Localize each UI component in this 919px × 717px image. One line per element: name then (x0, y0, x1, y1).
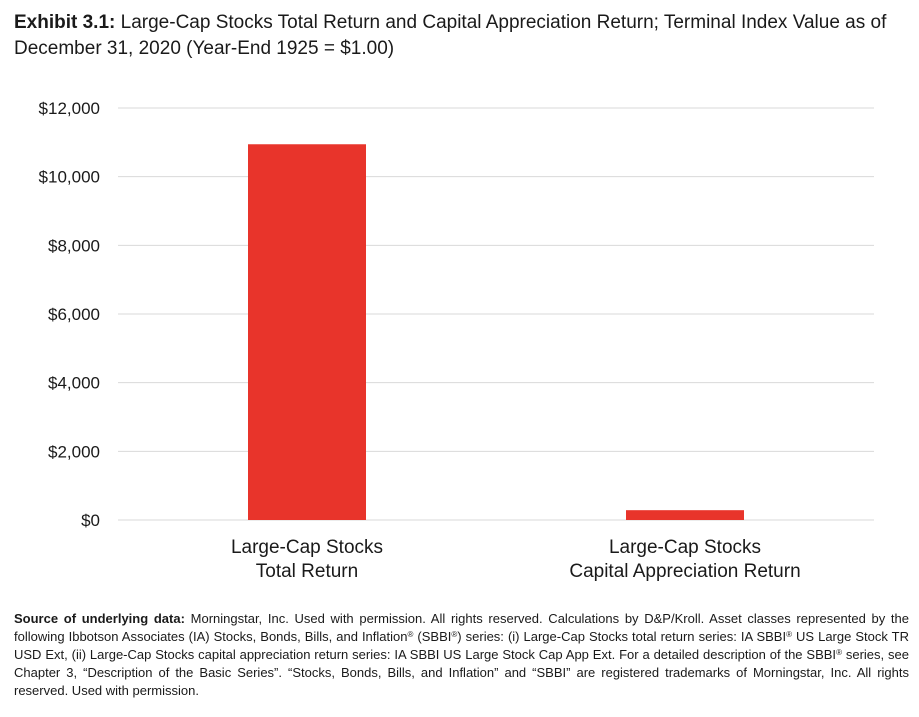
registered-mark: ® (836, 648, 842, 657)
source-text-3: ) series: (i) Large-Cap Stocks total ret… (457, 629, 787, 644)
source-text-1: Morningstar, Inc. Used with permission. … (14, 611, 909, 644)
registered-mark: ® (407, 630, 414, 639)
x-category-label: Large-Cap Stocks Capital Appreciation Ret… (569, 537, 800, 582)
registered-mark: ® (786, 630, 792, 639)
y-tick-label: $8,000 (48, 236, 100, 255)
y-tick-label: $4,000 (48, 374, 100, 393)
source-note: Source of underlying data: Morningstar, … (14, 610, 909, 700)
source-label: Source of underlying data: (14, 611, 185, 626)
x-category-label: Large-Cap Stocks Total Return (231, 537, 383, 582)
bar (248, 144, 366, 521)
bars (248, 144, 744, 521)
y-tick-label: $2,000 (48, 442, 100, 461)
y-tick-label: $10,000 (39, 168, 100, 187)
registered-mark: ® (451, 630, 458, 639)
y-axis-ticks: $0 $2,000 $4,000 $6,000 $8,000 $10,000 $12,000 (39, 99, 100, 530)
source-text-5: series, see Chapter 3, “Description of t… (14, 647, 909, 698)
source-text-2: (SBBI (413, 629, 452, 644)
y-tick-label: $0 (81, 511, 100, 530)
y-tick-label: $12,000 (39, 99, 100, 118)
source-text-4: US Large Stock TR USD Ext, (ii) Large-Ca… (14, 629, 909, 662)
x-axis-labels: Large-Cap Stocks Total Return Large-Cap St… (231, 537, 801, 582)
chart-title-text: Large-Cap Stocks Total Return and Capita… (14, 12, 887, 59)
chart-title: Exhibit 3.1: Large-Cap Stocks Total Retu… (14, 10, 909, 62)
y-tick-label: $6,000 (48, 305, 100, 324)
exhibit-label: Exhibit 3.1: (14, 12, 116, 33)
bar-chart: $0 $2,000 $4,000 $6,000 $8,000 $10,000 $12,000… (39, 99, 874, 582)
gridlines (118, 107, 874, 521)
bar (626, 510, 744, 520)
